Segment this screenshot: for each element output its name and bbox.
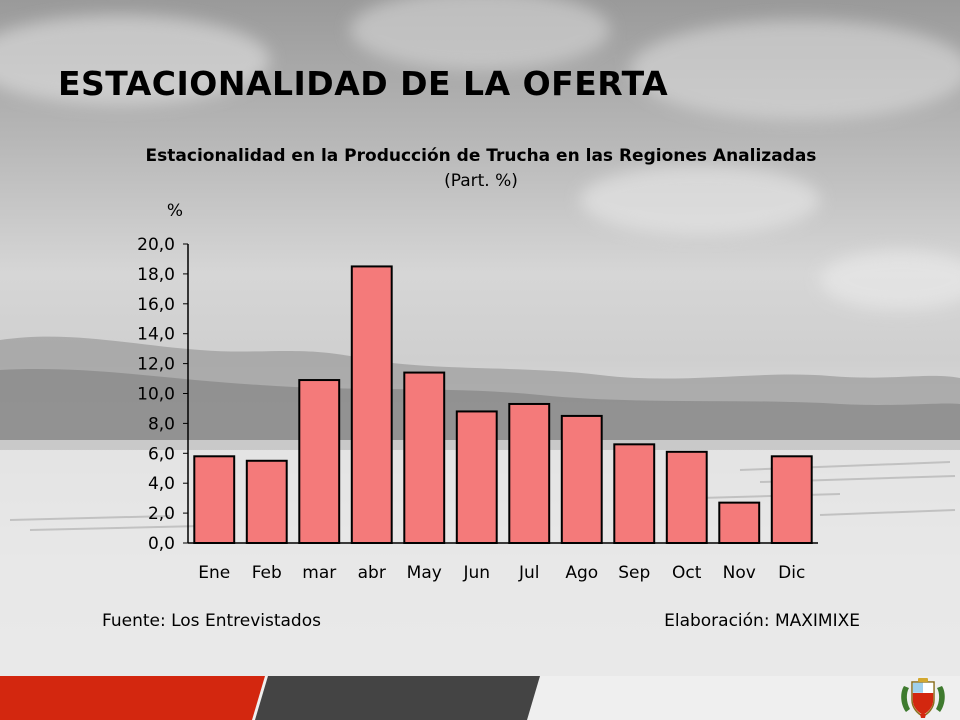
y-tick-label: 20,0 <box>137 235 175 255</box>
x-tick-label: Jul <box>518 563 540 583</box>
y-tick-label: 8,0 <box>148 414 175 434</box>
bar-dic <box>770 455 813 545</box>
bar-abr <box>350 265 393 544</box>
bar-mar <box>298 379 341 545</box>
y-axis-ticks: 0,0 2,0 4,0 6,0 8,0 10,0 12,0 14,0 16,0 18,0 20,0 <box>137 235 188 554</box>
x-tick-label: Dic <box>778 563 805 583</box>
x-tick-label: Sep <box>618 563 650 583</box>
x-tick-label: Ene <box>198 563 230 583</box>
bar-sep <box>613 443 656 544</box>
y-axis-unit-label: % <box>167 201 183 221</box>
bar-series <box>193 265 813 545</box>
x-tick-label: abr <box>358 563 386 583</box>
y-tick-label: 12,0 <box>137 355 175 375</box>
bar-nov <box>718 501 761 545</box>
chart-subtitle: (Part. %) <box>444 171 518 191</box>
y-tick-label: 16,0 <box>137 295 175 315</box>
bar-ene <box>193 455 236 545</box>
bar-feb <box>245 459 288 544</box>
y-tick-label: 0,0 <box>148 534 175 554</box>
x-axis-labels: Ene Feb mar abr May Jun Jul Ago Sep Oct Nov Dic <box>198 563 805 583</box>
peru-coat-of-arms-icon <box>901 678 945 718</box>
x-tick-label: May <box>407 563 442 583</box>
x-tick-label: Nov <box>723 563 756 583</box>
credit-note: Elaboración: MAXIMIXE <box>664 611 860 631</box>
bar-oct <box>665 450 708 544</box>
x-tick-label: Ago <box>565 563 598 583</box>
slide-title: ESTACIONALIDAD DE LA OFERTA <box>58 64 669 103</box>
bar-may <box>403 371 446 544</box>
footer-bar <box>0 676 960 720</box>
y-tick-label: 6,0 <box>148 444 175 464</box>
chart-title: Estacionalidad en la Producción de Truch… <box>146 146 817 166</box>
bar-ago <box>560 414 603 544</box>
y-tick-label: 2,0 <box>148 504 175 524</box>
x-tick-label: mar <box>302 563 336 583</box>
y-tick-label: 4,0 <box>148 474 175 494</box>
x-tick-label: Feb <box>252 563 282 583</box>
source-note: Fuente: Los Entrevistados <box>102 611 321 631</box>
y-tick-label: 18,0 <box>137 265 175 285</box>
y-tick-label: 14,0 <box>137 325 175 345</box>
bar-jun <box>455 410 498 544</box>
footer-red-segment <box>0 676 265 720</box>
bar-jul <box>508 402 551 544</box>
y-tick-label: 10,0 <box>137 385 175 405</box>
x-tick-label: Jun <box>462 563 490 583</box>
bar-chart: Estacionalidad en la Producción de Truch… <box>102 146 860 631</box>
footer-dark-segment <box>255 676 540 720</box>
x-tick-label: Oct <box>672 563 702 583</box>
